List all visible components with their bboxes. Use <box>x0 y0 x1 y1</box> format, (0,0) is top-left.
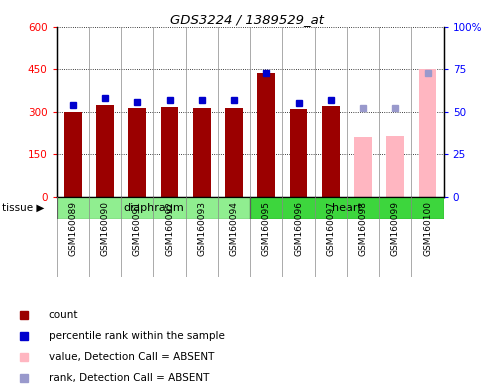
Bar <box>290 109 308 197</box>
Text: heart: heart <box>332 203 362 213</box>
Text: GSM160090: GSM160090 <box>101 200 109 256</box>
Text: GSM160095: GSM160095 <box>262 200 271 256</box>
Bar <box>129 108 146 197</box>
Text: value, Detection Call = ABSENT: value, Detection Call = ABSENT <box>49 352 214 362</box>
Text: percentile rank within the sample: percentile rank within the sample <box>49 331 225 341</box>
Text: GSM160091: GSM160091 <box>133 200 142 256</box>
Text: tissue ▶: tissue ▶ <box>2 203 45 213</box>
Text: GDS3224 / 1389529_at: GDS3224 / 1389529_at <box>170 13 323 26</box>
Text: GSM160099: GSM160099 <box>391 200 400 256</box>
Bar <box>161 107 178 197</box>
Bar <box>64 112 82 197</box>
Text: GSM160097: GSM160097 <box>326 200 335 256</box>
Bar <box>225 108 243 197</box>
Text: GSM160093: GSM160093 <box>197 200 207 256</box>
Bar <box>57 197 250 219</box>
Text: diaphragm: diaphragm <box>123 203 184 213</box>
Text: GSM160098: GSM160098 <box>358 200 368 256</box>
Text: GSM160100: GSM160100 <box>423 200 432 256</box>
Text: GSM160089: GSM160089 <box>69 200 77 256</box>
Text: rank, Detection Call = ABSENT: rank, Detection Call = ABSENT <box>49 373 209 383</box>
Bar <box>419 70 436 197</box>
Bar <box>96 105 114 197</box>
Bar <box>322 106 340 197</box>
Bar <box>250 197 444 219</box>
Text: GSM160096: GSM160096 <box>294 200 303 256</box>
Text: count: count <box>49 310 78 320</box>
Bar <box>193 108 211 197</box>
Bar <box>387 136 404 197</box>
Text: GSM160092: GSM160092 <box>165 200 174 255</box>
Bar <box>257 73 275 197</box>
Bar <box>354 137 372 197</box>
Text: GSM160094: GSM160094 <box>230 200 239 255</box>
